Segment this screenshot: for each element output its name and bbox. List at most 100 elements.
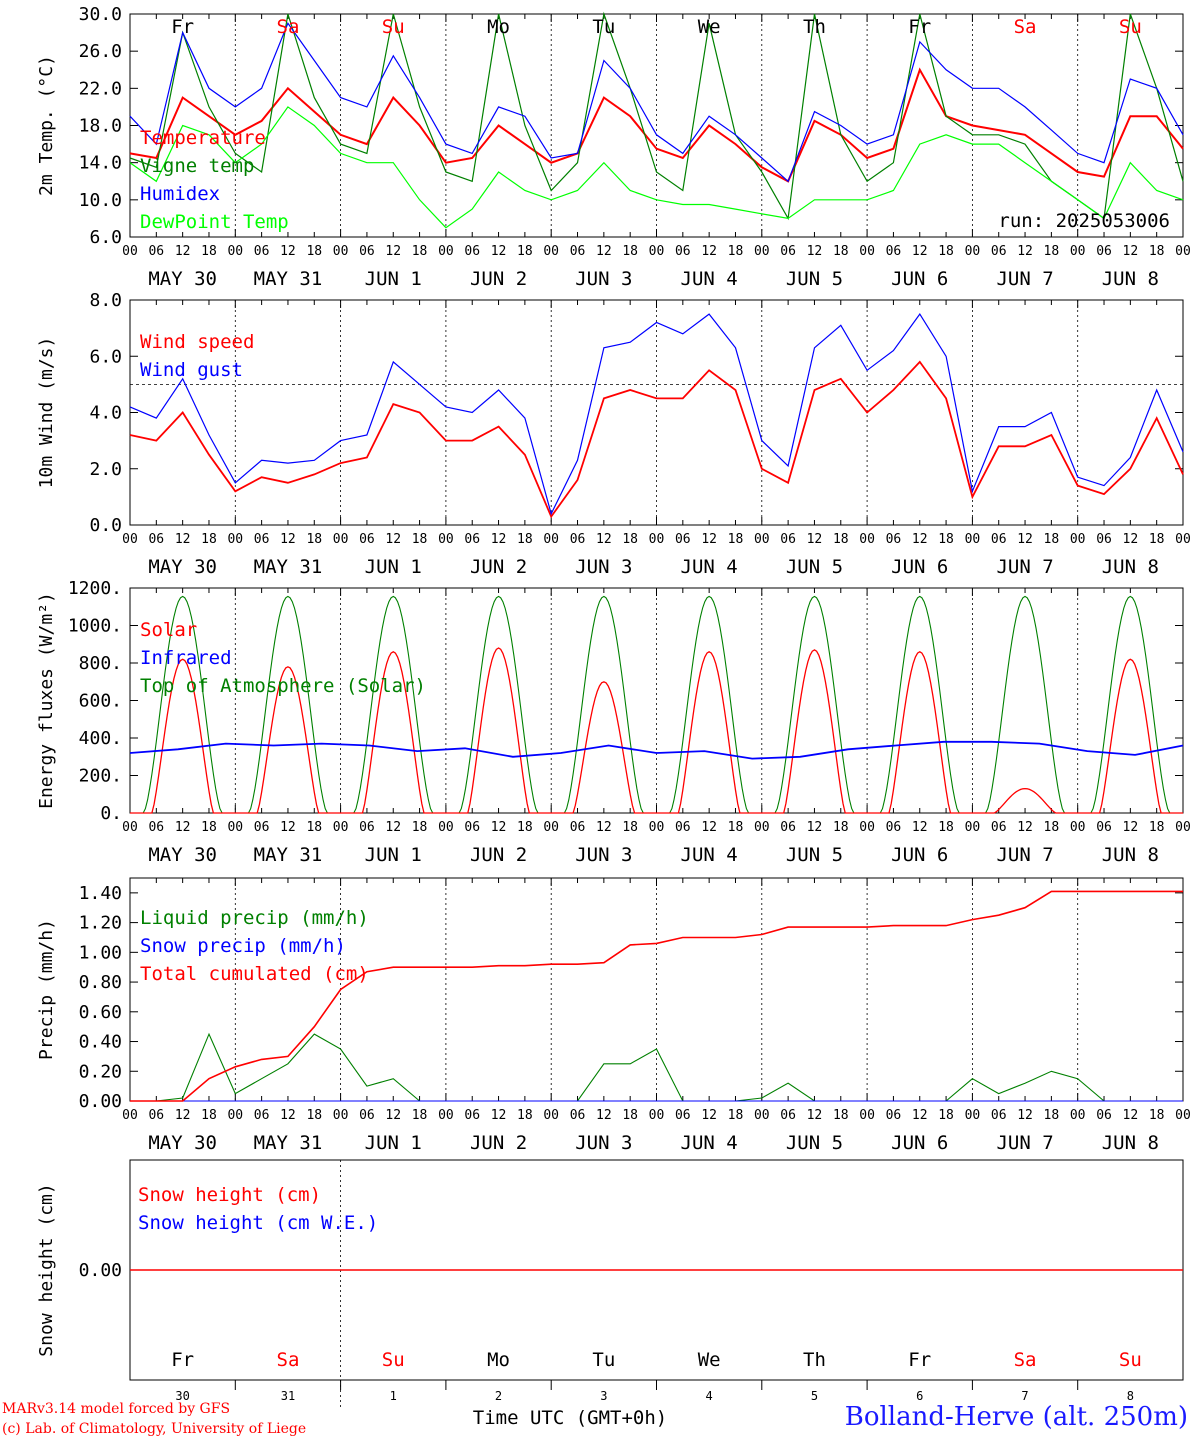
series-wind-gust (129, 313, 1184, 516)
y-tick-label: 1.20 (79, 913, 122, 934)
series-dewpoint-temp (129, 106, 1184, 229)
hour-tick-label: 00 (543, 532, 559, 547)
weekday-label: Su (382, 16, 405, 38)
hour-tick-label: 18 (938, 1108, 954, 1123)
hour-tick-label: 06 (675, 244, 691, 259)
series-wind-speed (129, 360, 1184, 519)
legend-snow-0: Snow height (cm) (138, 1184, 321, 1206)
hour-tick-label: 06 (886, 244, 902, 259)
hour-tick-label: 18 (833, 532, 849, 547)
hour-tick-label: 12 (701, 1108, 717, 1123)
y-tick-label: 1200. (68, 578, 122, 599)
hour-tick-label: 00 (438, 244, 454, 259)
y-axis-label: 10m Wind (m/s) (36, 337, 57, 489)
date-label: MAY 30 (148, 268, 217, 290)
weekday-label: Sa (277, 16, 300, 38)
weekday-label: Fr (908, 1349, 931, 1371)
legend-top-of-atmosphere-solar-: Top of Atmosphere (Solar) (140, 675, 426, 697)
hour-tick-label: 06 (359, 244, 375, 259)
hour-tick-label: 00 (649, 1108, 665, 1123)
hour-tick-label: 18 (1149, 244, 1165, 259)
hour-tick-label: 00 (122, 532, 138, 547)
hour-tick-label: 06 (464, 820, 480, 835)
day-number: 6 (916, 1389, 923, 1403)
hour-tick-label: 12 (1017, 1108, 1033, 1123)
date-label: JUN 6 (891, 268, 948, 290)
y-tick-label: 0.00 (79, 1260, 122, 1281)
y-tick-label: 18.0 (79, 116, 122, 137)
legend-dewpoint-temp: DewPoint Temp (140, 211, 289, 233)
day-number: 5 (811, 1389, 818, 1403)
date-label: MAY 31 (254, 556, 323, 578)
hour-tick-label: 18 (306, 244, 322, 259)
hour-tick-label: 06 (886, 1108, 902, 1123)
hour-tick-label: 12 (385, 532, 401, 547)
legend-snow-precip-mm-h-: Snow precip (mm/h) (140, 935, 346, 957)
hour-tick-label: 18 (517, 244, 533, 259)
hour-tick-label: 12 (175, 244, 191, 259)
date-label: JUN 3 (575, 844, 632, 866)
weekday-label: Th (803, 16, 826, 38)
hour-tick-label: 06 (148, 1108, 164, 1123)
hour-tick-label: 12 (280, 244, 296, 259)
y-tick-label: 4.0 (89, 403, 122, 424)
hour-tick-label: 06 (780, 532, 796, 547)
day-number: 31 (281, 1389, 295, 1403)
legend-solar: Solar (140, 619, 197, 641)
hour-tick-label: 18 (517, 820, 533, 835)
hour-tick-label: 12 (1017, 244, 1033, 259)
hour-tick-label: 00 (965, 244, 981, 259)
hour-tick-label: 06 (570, 532, 586, 547)
y-tick-label: 1.00 (79, 942, 122, 963)
hour-tick-label: 12 (912, 244, 928, 259)
series-humidex (129, 22, 1184, 183)
y-tick-label: 600. (79, 691, 122, 712)
hour-tick-label: 12 (596, 532, 612, 547)
weekday-label: Fr (171, 16, 194, 38)
y-axis-label: Snow height (cm) (36, 1183, 57, 1356)
day-number: 1 (390, 1389, 397, 1403)
hour-tick-label: 00 (965, 820, 981, 835)
hour-tick-label: 18 (201, 1108, 217, 1123)
credit-model: MARv3.14 model forced by GFS (2, 1401, 231, 1417)
hour-tick-label: 12 (807, 244, 823, 259)
hour-tick-label: 18 (622, 1108, 638, 1123)
date-label: JUN 4 (681, 844, 738, 866)
day-number: 3 (600, 1389, 607, 1403)
weekday-label: Su (1119, 1349, 1142, 1371)
y-tick-label: 0.0 (89, 515, 122, 536)
hour-tick-label: 18 (728, 244, 744, 259)
hour-tick-label: 06 (780, 1108, 796, 1123)
weekday-label: Mo (487, 1349, 510, 1371)
date-label: JUN 4 (681, 268, 738, 290)
hour-tick-label: 06 (1096, 820, 1112, 835)
hour-tick-label: 12 (807, 820, 823, 835)
hour-tick-label: 00 (1070, 244, 1086, 259)
hour-tick-label: 06 (886, 820, 902, 835)
credit-lab: (c) Lab. of Climatology, University of L… (2, 1421, 307, 1437)
legend-humidex: Humidex (140, 183, 220, 205)
hour-tick-label: 18 (306, 532, 322, 547)
y-tick-label: 0.60 (79, 1002, 122, 1023)
hour-tick-label: 06 (359, 820, 375, 835)
hour-tick-label: 00 (754, 1108, 770, 1123)
weekday-label: Fr (908, 16, 931, 38)
hour-tick-label: 12 (912, 820, 928, 835)
hour-tick-label: 06 (464, 1108, 480, 1123)
hour-tick-label: 18 (201, 244, 217, 259)
y-tick-label: 6.0 (89, 227, 122, 248)
hour-tick-label: 00 (227, 820, 243, 835)
date-label: JUN 3 (575, 268, 632, 290)
hour-tick-label: 12 (280, 1108, 296, 1123)
y-axis-label: Energy fluxes (W/m²) (36, 592, 57, 809)
y-tick-label: 26.0 (79, 41, 122, 62)
hour-tick-label: 12 (912, 1108, 928, 1123)
hour-tick-label: 00 (227, 1108, 243, 1123)
y-tick-label: 1.40 (79, 883, 122, 904)
hour-tick-label: 18 (622, 244, 638, 259)
hour-tick-label: 18 (1044, 532, 1060, 547)
date-label: JUN 1 (365, 844, 422, 866)
weekday-label: Sa (277, 1349, 300, 1371)
hour-tick-label: 00 (333, 1108, 349, 1123)
hour-tick-label: 00 (859, 244, 875, 259)
